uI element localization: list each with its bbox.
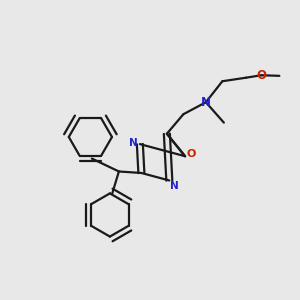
Text: O: O <box>187 149 196 159</box>
Text: N: N <box>201 96 211 109</box>
Text: N: N <box>129 138 138 148</box>
Text: N: N <box>170 181 179 191</box>
Text: O: O <box>256 69 266 82</box>
